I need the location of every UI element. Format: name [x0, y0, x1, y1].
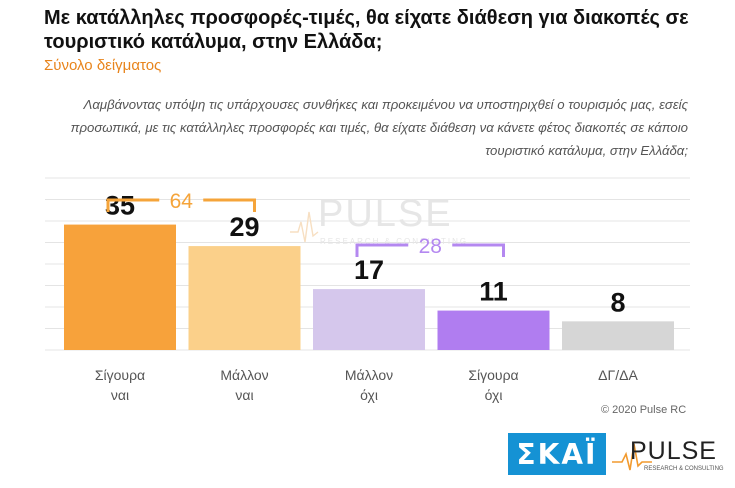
- copyright-note: © 2020 Pulse RC: [601, 404, 687, 416]
- group-total-label: 28: [419, 235, 442, 258]
- bar-value-label: 35: [105, 191, 135, 221]
- pulse-logo-text: PULSE: [630, 437, 717, 465]
- group-total-label: 64: [170, 190, 194, 213]
- category-label: Μάλλον: [345, 367, 393, 383]
- bar-value-label: 29: [229, 212, 259, 242]
- category-label: όχι: [485, 387, 503, 403]
- category-label: Σίγουρα: [468, 367, 518, 383]
- pulse-logo: PULSE RESEARCH & CONSULTING: [612, 437, 724, 472]
- survey-question: Λαμβάνοντας υπόψη τις υπάρχουσες συνθήκε…: [70, 97, 688, 158]
- bar: [562, 321, 674, 350]
- category-label: όχι: [360, 387, 378, 403]
- category-label: Μάλλον: [220, 367, 268, 383]
- category-label: ΔΓ/ΔΑ: [598, 367, 638, 383]
- category-label: ναι: [111, 387, 129, 403]
- bar: [188, 246, 301, 350]
- group-bracket-right: [203, 198, 256, 212]
- bar: [64, 224, 176, 350]
- bar-value-label: 17: [354, 255, 384, 285]
- category-label: Σίγουρα: [95, 367, 145, 383]
- watermark-wave-icon: [290, 211, 319, 243]
- watermark-subtext: RESEARCH & CONSULTING: [320, 237, 468, 246]
- bar: [437, 310, 550, 350]
- bar: [313, 289, 425, 350]
- skai-logo-text: ΣΚΑΪ: [516, 437, 598, 471]
- bar-chart: PULSE RESEARCH & CONSULTING 35 Σίγουρα ναι 29…: [45, 177, 690, 403]
- watermark-text: PULSE: [318, 193, 453, 235]
- skai-logo: ΣΚΑΪ: [508, 433, 606, 475]
- bar-value-label: 8: [610, 287, 625, 317]
- chart-title: Με κατάλληλες προσφορές-τιμές, θα είχατε…: [44, 7, 689, 53]
- group-bracket-right: [452, 243, 505, 257]
- group-bracket-left: [106, 198, 160, 212]
- group-bracket-left: [355, 243, 409, 257]
- category-label: ναι: [235, 387, 253, 403]
- chart-subtitle: Σύνολο δείγματος: [44, 57, 162, 74]
- pulse-wave-icon: [612, 443, 652, 471]
- pulse-logo-subtext: RESEARCH & CONSULTING: [644, 466, 724, 472]
- bar-value-label: 11: [479, 277, 508, 307]
